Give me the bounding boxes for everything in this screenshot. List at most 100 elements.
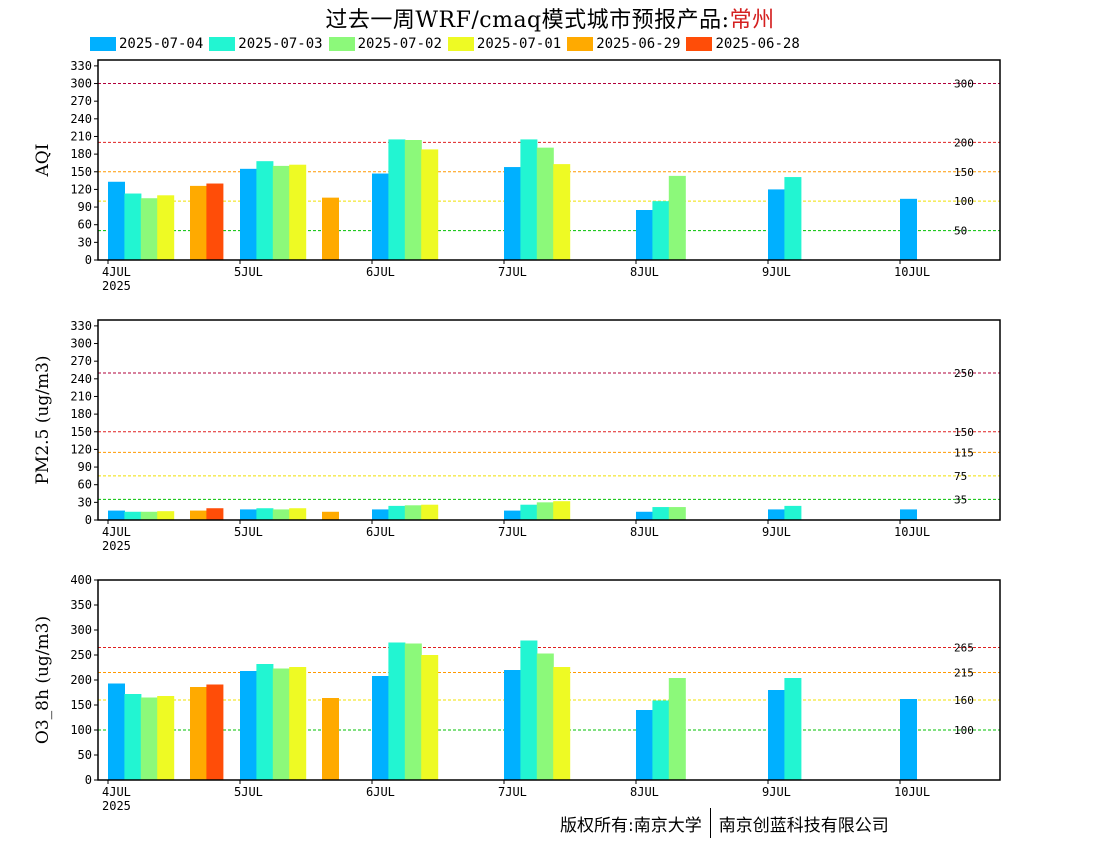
y-tick-label: 30 bbox=[78, 235, 92, 249]
x-tick-label: 5JUL bbox=[234, 525, 263, 539]
bar-2025-07-02 bbox=[140, 697, 158, 780]
x-tick-label: 5JUL bbox=[234, 265, 263, 279]
bar-2025-07-01 bbox=[421, 504, 439, 520]
bar-2025-07-04 bbox=[768, 509, 785, 520]
legend-swatch bbox=[328, 37, 355, 51]
plot-frame bbox=[97, 319, 1001, 521]
bar-2025-07-04 bbox=[108, 683, 125, 780]
copyright-left: 版权所有:南京大学 bbox=[560, 815, 702, 836]
y-tick-label: 180 bbox=[70, 407, 92, 421]
threshold-label: 75 bbox=[954, 470, 967, 483]
x-tick-label: 9JUL bbox=[762, 785, 791, 799]
bar-2025-07-04 bbox=[900, 509, 917, 520]
bar-2025-07-03 bbox=[124, 694, 142, 780]
bar-2025-07-01 bbox=[553, 501, 571, 520]
y-tick-label: 30 bbox=[78, 495, 92, 509]
x-tick-label: 10JUL bbox=[894, 265, 930, 279]
copyright-footer: 版权所有:南京大学 南京创蓝科技有限公司 bbox=[560, 808, 889, 838]
bar-2025-07-04 bbox=[108, 181, 125, 260]
bar-2025-07-03 bbox=[520, 139, 538, 260]
bar-2025-07-01 bbox=[289, 508, 307, 520]
legend-item: 2025-07-01 bbox=[447, 36, 561, 52]
bar-2025-07-02 bbox=[668, 678, 686, 780]
bar-2025-07-03 bbox=[520, 640, 538, 780]
y-tick-label: 90 bbox=[78, 200, 92, 214]
bar-2025-06-28 bbox=[206, 183, 224, 260]
y-tick-label: 210 bbox=[70, 389, 92, 403]
x-tick-label: 4JUL bbox=[102, 525, 131, 539]
y-tick-label: 350 bbox=[70, 598, 92, 612]
threshold-label: 35 bbox=[954, 493, 967, 506]
bar-2025-07-04 bbox=[636, 710, 653, 780]
copyright-right: 南京创蓝科技有限公司 bbox=[718, 815, 889, 836]
y-tick-label: 210 bbox=[70, 129, 92, 143]
bar-2025-07-04 bbox=[504, 167, 521, 260]
threshold-label: 250 bbox=[954, 367, 974, 380]
bar-2025-07-02 bbox=[272, 668, 290, 780]
threshold-label: 100 bbox=[954, 724, 974, 737]
bar-2025-07-03 bbox=[256, 508, 274, 520]
legend-swatch bbox=[209, 37, 236, 51]
bar-2025-07-02 bbox=[404, 505, 422, 520]
y-tick-label: 270 bbox=[70, 354, 92, 368]
chart-panel: 250 150 115 75 35 0 30 60 90 120 150 180 210 240 270 30… bbox=[33, 319, 1001, 553]
legend-label: 2025-07-04 bbox=[119, 36, 204, 52]
bar-2025-07-01 bbox=[157, 511, 175, 520]
y-tick-label: 300 bbox=[70, 623, 92, 637]
legend-item: 2025-07-04 bbox=[90, 36, 203, 52]
x-tick-label: 9JUL bbox=[762, 265, 791, 279]
threshold-label: 150 bbox=[954, 426, 974, 439]
bar-2025-06-29 bbox=[190, 185, 207, 260]
y-tick-label: 180 bbox=[70, 147, 92, 161]
y-tick-label: 0 bbox=[85, 513, 92, 527]
legend-item: 2025-07-03 bbox=[209, 36, 323, 52]
bar-2025-07-01 bbox=[289, 667, 307, 780]
threshold-label: 150 bbox=[954, 166, 974, 179]
bar-2025-07-04 bbox=[372, 676, 389, 780]
bar-2025-07-03 bbox=[388, 642, 406, 780]
bar-2025-07-04 bbox=[900, 699, 917, 780]
bar-2025-07-02 bbox=[140, 198, 158, 260]
y-tick-label: 250 bbox=[70, 648, 92, 662]
threshold-label: 200 bbox=[954, 136, 974, 149]
bar-2025-07-04 bbox=[768, 690, 785, 780]
bar-2025-07-02 bbox=[536, 502, 554, 520]
y-tick-label: 150 bbox=[70, 425, 92, 439]
bar-2025-07-04 bbox=[108, 510, 125, 520]
y-axis-label: PM2.5 (ug/m3) bbox=[33, 355, 53, 484]
threshold-label: 160 bbox=[954, 694, 974, 707]
bar-2025-06-29 bbox=[190, 687, 207, 780]
x-tick-label: 5JUL bbox=[234, 785, 263, 799]
x-year-label: 2025 bbox=[102, 279, 131, 293]
y-tick-label: 60 bbox=[78, 218, 92, 232]
plot-frame bbox=[97, 59, 1001, 261]
x-year-label: 2025 bbox=[102, 539, 131, 553]
bar-2025-07-04 bbox=[768, 189, 785, 260]
y-tick-label: 120 bbox=[70, 442, 92, 456]
bar-2025-07-03 bbox=[256, 664, 274, 780]
x-tick-label: 10JUL bbox=[894, 525, 930, 539]
bar-2025-07-03 bbox=[784, 505, 802, 520]
legend-item: 2025-07-02 bbox=[328, 36, 442, 52]
x-tick-label: 4JUL bbox=[102, 265, 131, 279]
x-tick-label: 7JUL bbox=[498, 265, 527, 279]
y-tick-label: 0 bbox=[85, 773, 92, 787]
legend-item: 2025-06-28 bbox=[686, 36, 800, 52]
bar-2025-07-03 bbox=[652, 507, 670, 520]
bar-2025-07-04 bbox=[636, 210, 653, 260]
bar-2025-06-28 bbox=[206, 684, 224, 780]
bar-2025-07-02 bbox=[404, 140, 422, 260]
bar-2025-07-02 bbox=[140, 511, 158, 520]
y-tick-label: 60 bbox=[78, 478, 92, 492]
bar-2025-07-03 bbox=[652, 700, 670, 780]
threshold-label: 50 bbox=[954, 225, 967, 238]
bar-2025-07-02 bbox=[668, 175, 686, 260]
chart-title: 过去一周WRF/cmaq模式城市预报产品:常州 bbox=[0, 2, 1100, 34]
y-tick-label: 200 bbox=[70, 673, 92, 687]
bar-2025-07-01 bbox=[157, 696, 175, 780]
bar-2025-07-02 bbox=[272, 509, 290, 520]
bar-2025-07-01 bbox=[421, 149, 439, 260]
x-tick-label: 6JUL bbox=[366, 265, 395, 279]
bar-2025-07-03 bbox=[388, 505, 406, 520]
